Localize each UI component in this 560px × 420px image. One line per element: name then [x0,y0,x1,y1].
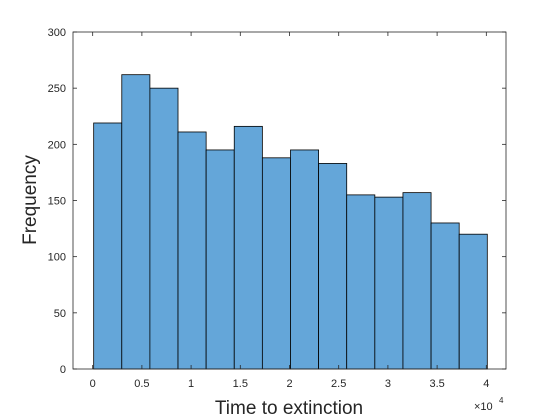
y-tick-label: 150 [48,196,66,208]
histogram-bar [402,192,432,370]
x-tick-label: 3 [385,378,391,390]
x-axis-title: Time to extinction [215,398,363,419]
histogram-bar [121,74,151,370]
y-axis-title: Frequency [20,155,41,245]
histogram-bar [458,233,488,370]
x-tick-label: 2 [286,378,292,390]
histogram-bar [233,125,263,370]
x-axis-ticks: 0 0.5 1 1.5 2 2.5 3 3.5 4 [90,32,489,390]
x-tick-label: 4 [483,378,489,390]
x-tick-label: 0.5 [134,378,149,390]
histogram-bar [177,131,207,370]
x-tick-label: 0 [90,378,96,390]
x-tick-label: 2.5 [331,378,346,390]
x-tick-label: 3.5 [429,378,444,390]
x-tick-label: 1 [188,378,194,390]
x-exponent-label: ×10 [474,401,493,413]
histogram-bar [261,157,291,370]
y-tick-label: 50 [54,308,66,320]
histogram-bar [93,122,123,370]
histogram-bar [374,196,404,370]
y-tick-label: 200 [48,139,66,151]
histogram-bar [205,149,235,370]
histogram-bar [318,163,348,370]
y-tick-label: 300 [48,27,66,39]
y-tick-label: 0 [60,364,66,376]
histogram-bar [149,87,179,370]
x-exponent-power: 4 [499,396,504,405]
histogram-bar [430,222,460,370]
bars-group [93,74,488,370]
histogram-bar [346,194,376,370]
histogram-bar [290,149,319,370]
y-tick-label: 100 [48,252,66,264]
x-tick-label: 1.5 [233,378,248,390]
y-axis-ticks: 0 50 100 150 200 250 300 [48,27,506,376]
y-tick-label: 250 [48,83,66,95]
